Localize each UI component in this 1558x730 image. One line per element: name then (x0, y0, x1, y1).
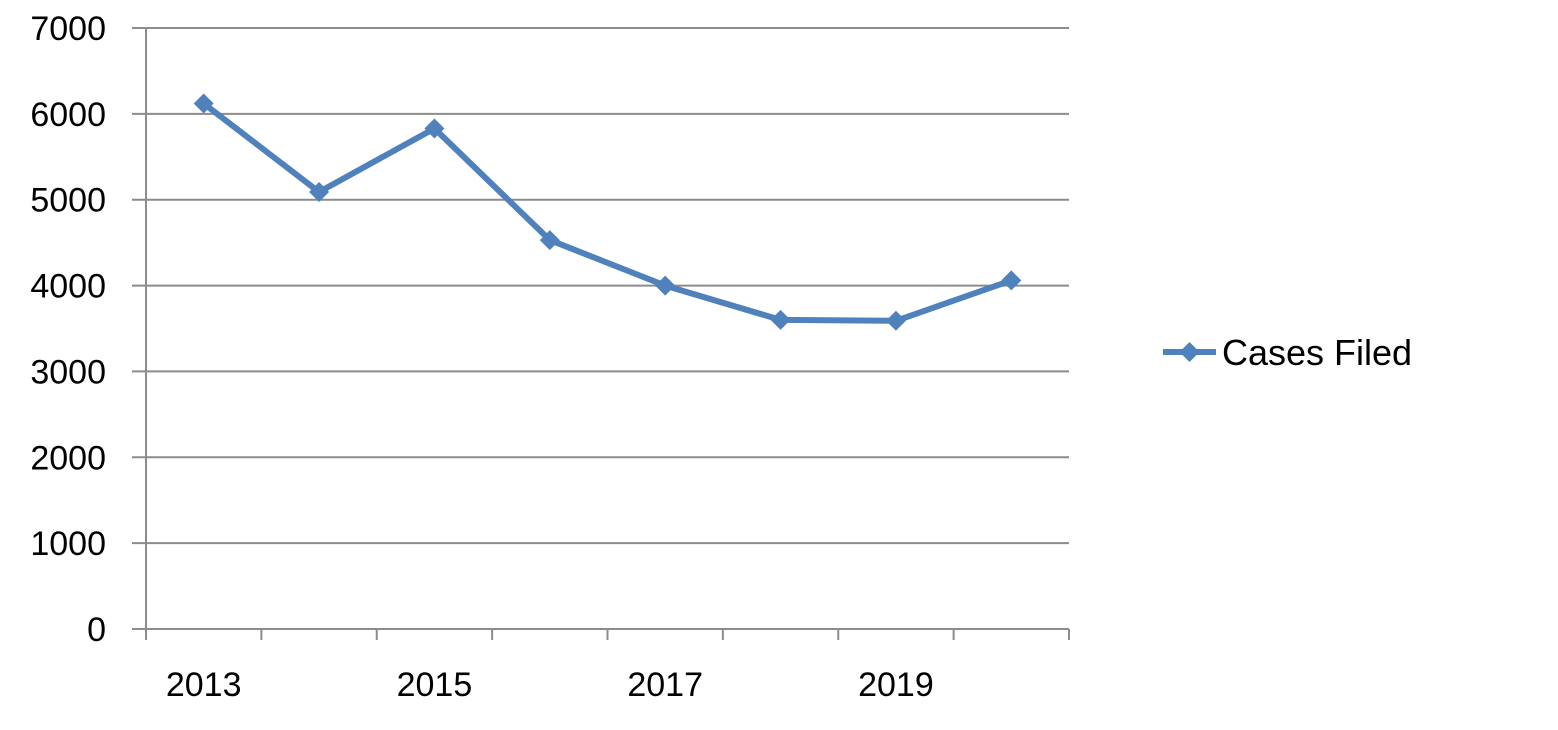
data-point-marker (885, 310, 906, 331)
y-tick-label: 4000 (30, 268, 106, 306)
y-tick-label: 2000 (30, 439, 106, 477)
series (193, 93, 1022, 331)
data-point-marker (655, 275, 676, 296)
y-tick-label: 3000 (30, 353, 106, 391)
data-point-marker (424, 118, 445, 139)
data-point-marker (193, 93, 214, 114)
data-point-marker (770, 309, 791, 330)
y-tick-label: 6000 (30, 96, 106, 134)
data-point-marker (539, 230, 560, 251)
x-tick-label: 2017 (627, 666, 703, 704)
data-point-marker (309, 181, 330, 202)
axes (132, 28, 1070, 640)
x-tick-label: 2019 (858, 666, 934, 704)
y-tick-label: 1000 (30, 525, 106, 563)
data-point-marker (1001, 270, 1022, 291)
legend-marker (1179, 342, 1200, 362)
legend-label: Cases Filed (1222, 332, 1412, 373)
x-tick-label: 2015 (397, 666, 473, 704)
tick-labels: 0 1000 2000 3000 4000 5000 6000 7000 2013 2015 201… (30, 10, 933, 704)
series-line (200, 100, 1015, 324)
y-tick-label: 0 (87, 611, 106, 649)
gridlines (132, 27, 1069, 545)
y-tick-label: 7000 (30, 10, 106, 48)
legend: Cases Filed (1163, 332, 1412, 373)
x-tick-label: 2013 (166, 666, 242, 704)
y-tick-label: 5000 (30, 182, 106, 220)
